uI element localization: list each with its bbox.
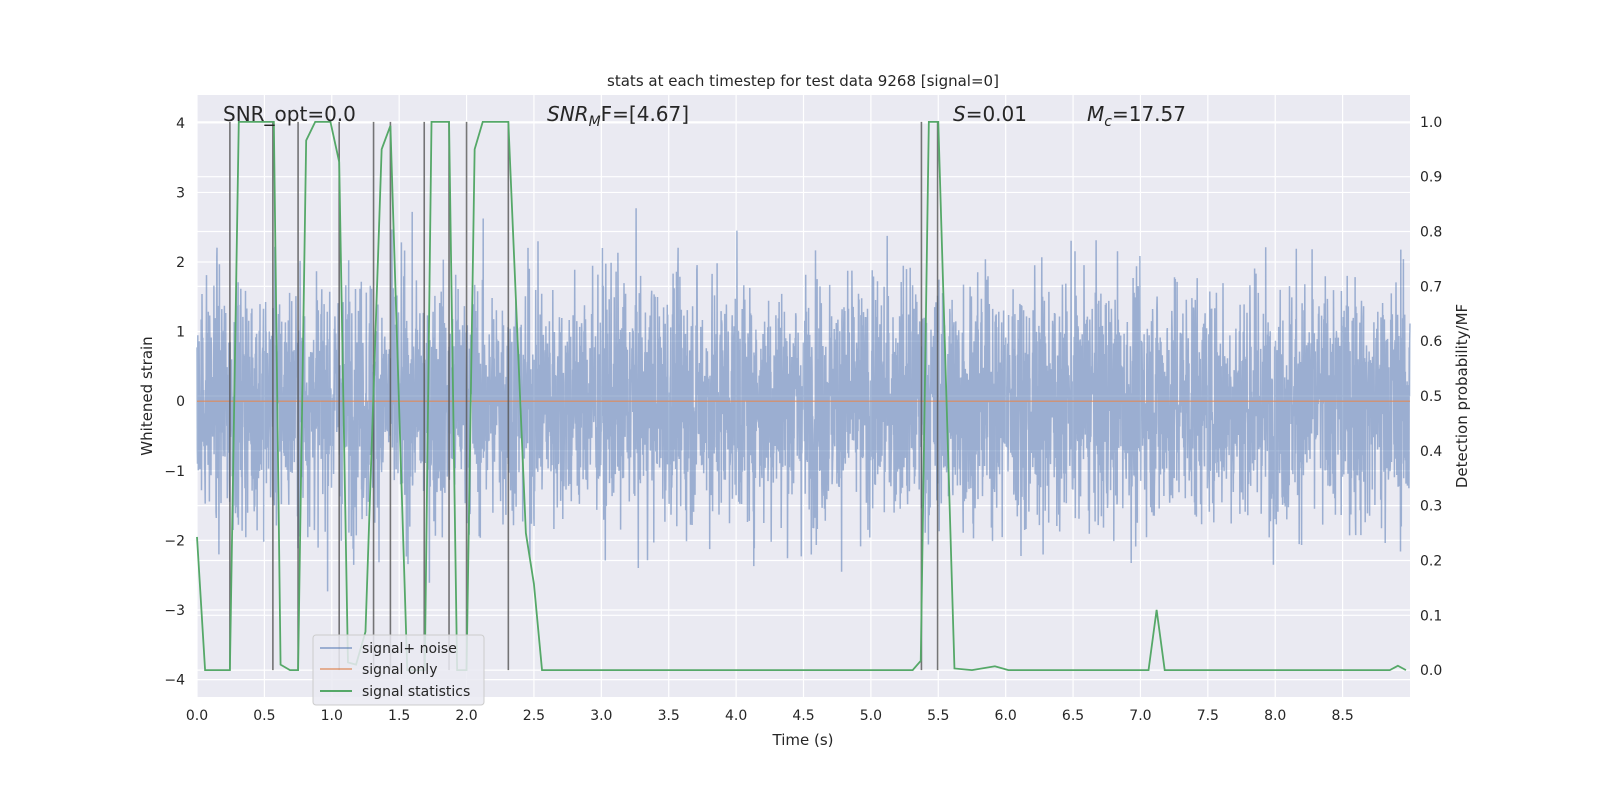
y-tick-label: 0 xyxy=(176,394,185,410)
x-tick-label: 2.0 xyxy=(455,708,477,724)
x-axis-label: Time (s) xyxy=(772,731,834,749)
y-tick-label: −3 xyxy=(164,603,185,619)
y-tick-label: −1 xyxy=(164,464,185,480)
y-tick-label: −4 xyxy=(164,673,185,689)
x-tick-label: 4.0 xyxy=(725,708,747,724)
annotation-snr-mf: SNRMF=[4.67] xyxy=(547,102,689,130)
y-tick-label-right: 0.4 xyxy=(1420,444,1442,460)
x-tick-label: 6.5 xyxy=(1062,708,1084,724)
y-tick-label: 2 xyxy=(176,255,185,271)
x-tick-label: 1.5 xyxy=(388,708,410,724)
y-tick-label-right: 0.3 xyxy=(1420,499,1442,515)
y-tick-label-right: 0.6 xyxy=(1420,334,1442,350)
y-tick-label-right: 0.9 xyxy=(1420,170,1442,186)
y-tick-label-right: 0.8 xyxy=(1420,225,1442,241)
y-ticks: −4 −3 −2 −1 0 1 2 3 4 xyxy=(164,116,185,689)
x-ticks: 0.0 0.5 1.0 1.5 2.0 2.5 3.0 3.5 4.0 4.5 5.0 5.5 6.0 6… xyxy=(186,708,1354,724)
y-tick-label-right: 0.7 xyxy=(1420,279,1442,295)
y-tick-label-right: 0.1 xyxy=(1420,608,1442,624)
y-axis-label: Whitened strain xyxy=(138,336,156,455)
y-axis-label-right: Detection probability/MF xyxy=(1453,304,1471,488)
y-tick-label-right: 1.0 xyxy=(1420,115,1442,131)
x-tick-label: 6.0 xyxy=(995,708,1017,724)
legend-label-noise: signal+ noise xyxy=(362,641,457,657)
annotation-snr-opt: SNR_opt=0.0 xyxy=(223,102,356,126)
annotation-mc: Mc=17.57 xyxy=(1087,102,1186,130)
chart-title: stats at each timestep for test data 926… xyxy=(607,72,999,90)
y-tick-label: −2 xyxy=(164,533,185,549)
y-tick-label: 4 xyxy=(176,116,185,132)
y-tick-label-right: 0.0 xyxy=(1420,663,1442,679)
x-tick-label: 2.5 xyxy=(523,708,545,724)
x-tick-label: 0.0 xyxy=(186,708,208,724)
legend: signal+ noise signal only signal statist… xyxy=(312,634,485,706)
x-tick-label: 4.5 xyxy=(792,708,814,724)
legend-label-stats: signal statistics xyxy=(362,684,470,700)
x-tick-label: 5.5 xyxy=(927,708,949,724)
x-tick-label: 1.0 xyxy=(321,708,343,724)
x-tick-label: 8.0 xyxy=(1264,708,1286,724)
x-tick-label: 0.5 xyxy=(253,708,275,724)
x-tick-label: 5.0 xyxy=(860,708,882,724)
annotation-s: S=0.01 xyxy=(953,102,1027,126)
x-tick-label: 7.5 xyxy=(1197,708,1219,724)
y-ticks-right: 0.0 0.1 0.2 0.3 0.4 0.5 0.6 0.7 0.8 0.9 1.0 xyxy=(1420,115,1442,679)
y-tick-label-right: 0.2 xyxy=(1420,553,1442,569)
x-tick-label: 7.0 xyxy=(1129,708,1151,724)
y-tick-label-right: 0.5 xyxy=(1420,389,1442,405)
y-tick-label: 1 xyxy=(176,325,185,341)
x-tick-label: 3.5 xyxy=(658,708,680,724)
y-tick-label: 3 xyxy=(176,185,185,201)
x-tick-label: 3.0 xyxy=(590,708,612,724)
legend-label-signal: signal only xyxy=(362,662,437,678)
x-tick-label: 8.5 xyxy=(1331,708,1353,724)
